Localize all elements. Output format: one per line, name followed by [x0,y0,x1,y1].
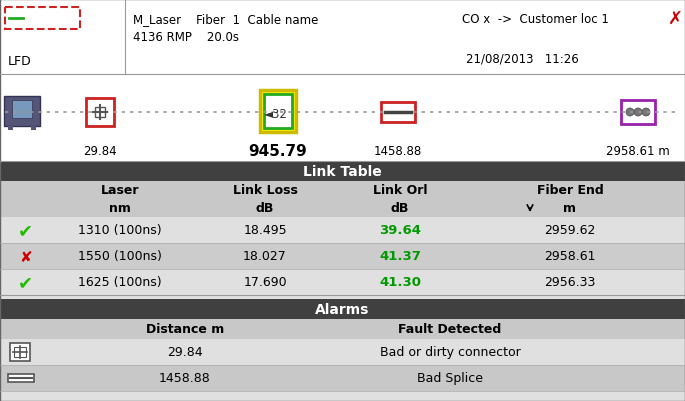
Bar [31,127,36,131]
Text: 4136 RMP    20.0s: 4136 RMP 20.0s [133,31,239,44]
Text: dB: dB [391,202,409,215]
Text: M_Laser    Fiber  1  Cable name: M_Laser Fiber 1 Cable name [133,13,319,26]
Text: m: m [564,202,577,215]
Text: Link Loss: Link Loss [233,184,297,197]
Bar [12,101,32,119]
Text: Bad or dirty connector: Bad or dirty connector [379,346,521,358]
Bar [10,343,30,361]
Bar [0,200,685,217]
Bar [95,108,105,118]
Circle shape [634,109,642,117]
Text: 39.64: 39.64 [379,224,421,237]
Bar [381,103,415,123]
Text: CO x  ->  Customer loc 1: CO x -> Customer loc 1 [462,13,609,26]
Text: 17.690: 17.690 [243,276,287,289]
Bar [260,91,296,133]
Circle shape [626,109,634,117]
Text: 41.37: 41.37 [379,250,421,263]
Text: ✔: ✔ [17,221,33,239]
Text: 2958.61: 2958.61 [545,250,596,263]
Bar [8,374,34,382]
Bar [8,127,13,131]
Text: 2958.61 m: 2958.61 m [606,145,670,158]
Text: Alarms: Alarms [315,302,369,316]
Text: LFD: LFD [8,55,32,68]
Circle shape [642,109,650,117]
Text: 41.30: 41.30 [379,276,421,289]
Bar [0,243,685,269]
Text: Bad Splice: Bad Splice [417,372,483,385]
Text: 1310 (100ns): 1310 (100ns) [78,224,162,237]
Bar [621,101,655,125]
Bar [5,8,80,30]
Bar [14,347,26,357]
Text: ✗: ✗ [668,10,683,28]
Bar [0,299,685,401]
Text: 29.84: 29.84 [83,145,117,158]
Bar [0,162,685,299]
Text: dB: dB [256,202,274,215]
Text: Fault Detected: Fault Detected [399,323,501,336]
Text: 1550 (100ns): 1550 (100ns) [78,250,162,263]
Text: 945.79: 945.79 [249,144,308,159]
Text: 1458.88: 1458.88 [159,372,211,385]
Text: 21/08/2013   11:26: 21/08/2013 11:26 [466,53,579,66]
Text: 1625 (100ns): 1625 (100ns) [78,276,162,289]
Bar [0,162,685,182]
Bar [0,269,685,295]
Text: ✘: ✘ [18,249,32,264]
Text: ◄32: ◄32 [264,107,288,120]
Text: 2959.62: 2959.62 [545,224,596,237]
Bar [4,97,40,127]
Bar [0,299,685,319]
Text: 18.495: 18.495 [243,224,287,237]
Text: Distance m: Distance m [146,323,224,336]
Text: 18.027: 18.027 [243,250,287,263]
Text: 2956.33: 2956.33 [545,276,596,289]
Text: Fiber End: Fiber End [536,184,603,197]
Text: Link Orl: Link Orl [373,184,427,197]
Bar [86,99,114,127]
Text: 1458.88: 1458.88 [374,145,422,158]
Text: 29.84: 29.84 [167,346,203,358]
Bar [0,365,685,391]
Bar [0,75,685,162]
Bar [0,339,685,365]
Bar [0,217,685,243]
Bar [0,0,685,75]
Bar [0,182,685,200]
Text: ✔: ✔ [17,273,33,291]
Bar [264,95,292,129]
Bar [0,319,685,339]
Text: Laser: Laser [101,184,139,197]
Text: nm: nm [109,202,131,215]
Text: Link Table: Link Table [303,164,382,178]
